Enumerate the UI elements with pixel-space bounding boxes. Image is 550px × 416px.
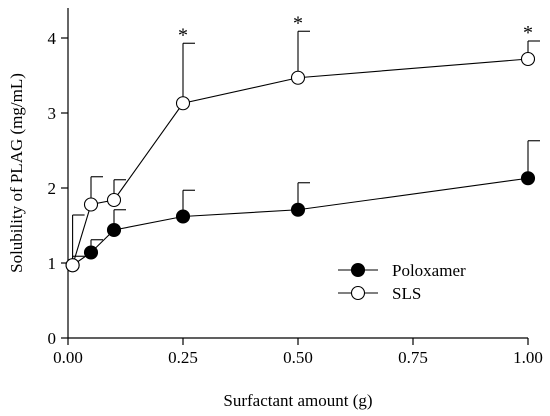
y-ticks: 0 1 2 3 4 bbox=[48, 29, 68, 348]
legend: Poloxamer SLS bbox=[338, 261, 466, 303]
data-point-poloxamer bbox=[520, 171, 536, 186]
data-point-sls bbox=[83, 197, 99, 212]
significance-asterisk: * bbox=[523, 22, 533, 44]
y-tick-label: 1 bbox=[48, 254, 57, 273]
series-line-poloxamer bbox=[72, 177, 529, 266]
data-point-sls bbox=[175, 96, 191, 111]
series-line-sls bbox=[72, 58, 529, 266]
data-point-sls bbox=[65, 258, 80, 273]
y-tick-label: 3 bbox=[48, 104, 57, 123]
y-tick-label: 2 bbox=[48, 179, 57, 198]
legend-marker-sls bbox=[350, 285, 366, 301]
data-point-sls bbox=[520, 51, 536, 67]
x-tick-label: 0.00 bbox=[53, 348, 83, 367]
significance-asterisk: * bbox=[178, 24, 188, 46]
data-point-poloxamer bbox=[83, 245, 99, 260]
x-tick-label: 0.50 bbox=[283, 348, 313, 367]
data-point-poloxamer bbox=[106, 222, 122, 238]
x-axis-title: Surfactant amount (g) bbox=[223, 391, 372, 410]
series bbox=[65, 30, 540, 273]
series-poloxamer bbox=[65, 140, 540, 273]
data-point-poloxamer bbox=[175, 209, 191, 224]
y-tick-label: 4 bbox=[48, 29, 57, 48]
x-tick-label: 0.75 bbox=[398, 348, 428, 367]
x-tick-label: 0.25 bbox=[168, 348, 198, 367]
series-sls bbox=[65, 30, 540, 273]
data-point-sls bbox=[106, 192, 122, 208]
data-point-sls bbox=[290, 70, 306, 85]
legend-label-sls: SLS bbox=[392, 284, 421, 303]
significance-marks: * * * bbox=[178, 12, 533, 46]
y-axis-title: Solubility of PLAG (mg/mL) bbox=[7, 73, 26, 273]
data-point-poloxamer bbox=[290, 202, 306, 217]
legend-marker-poloxamer bbox=[350, 262, 366, 278]
x-tick-label: 1.00 bbox=[513, 348, 543, 367]
significance-asterisk: * bbox=[293, 12, 303, 34]
legend-label-poloxamer: Poloxamer bbox=[392, 261, 466, 280]
y-tick-label: 0 bbox=[48, 329, 57, 348]
x-ticks: 0.00 0.25 0.50 0.75 1.00 bbox=[53, 338, 543, 367]
